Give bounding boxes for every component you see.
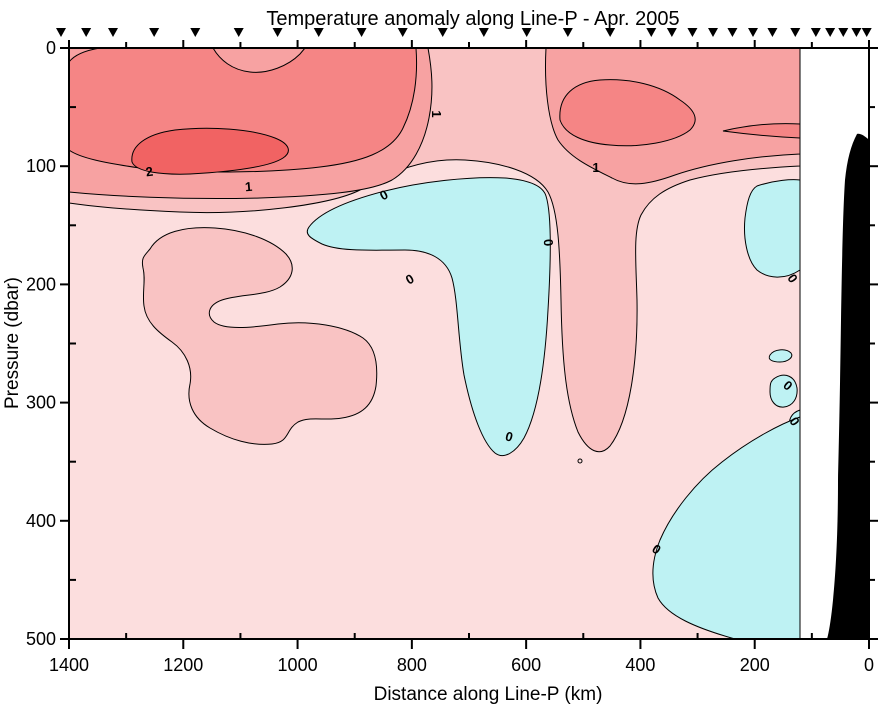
station-marker: [790, 28, 801, 37]
x-tick-label: 1000: [278, 655, 318, 675]
x-axis-tick-labels: 1400 1200 1000 800 600 400 200 0: [49, 655, 874, 675]
x-tick-label: 0: [864, 655, 874, 675]
station-marker: [108, 28, 118, 37]
station-marker: [313, 28, 324, 37]
contour-bands: [68, 47, 801, 640]
y-tick-label: 500: [26, 629, 56, 649]
y-tick-label: 400: [26, 511, 56, 531]
plot-frame: [68, 47, 870, 640]
station-marker: [521, 28, 532, 37]
band-neg-pool: [769, 374, 798, 408]
station-marker: [825, 28, 836, 37]
x-tick-label: 1400: [49, 655, 89, 675]
station-marker: [437, 28, 448, 37]
x-tick-label: 1200: [163, 655, 203, 675]
x-tick-label: 800: [397, 655, 427, 675]
station-marker: [356, 28, 367, 37]
band-neg-right: [744, 179, 801, 278]
station-marker: [708, 28, 718, 37]
station-marker: [851, 28, 862, 37]
band-neg-central: [306, 177, 551, 457]
y-tick-label: 200: [26, 274, 56, 294]
contour-label: 1: [592, 160, 599, 175]
station-marker: [748, 28, 758, 37]
contour-label: 2: [145, 164, 154, 180]
station-marker: [605, 28, 616, 37]
station-marker-triangles: [56, 28, 872, 37]
station-marker: [666, 28, 677, 37]
contour-label: 1: [429, 110, 444, 117]
station-marker: [562, 28, 573, 37]
y-axis-title: Pressure (dbar): [2, 277, 23, 409]
station-marker: [838, 28, 849, 37]
y-tick-label: 100: [26, 156, 56, 176]
station-marker: [727, 28, 738, 37]
band-0.5-to-1-middepth: [141, 227, 378, 445]
station-marker: [397, 28, 408, 37]
station-marker: [233, 28, 244, 37]
x-tick-label: 200: [740, 655, 770, 675]
band-1.5-to-2-center: [559, 79, 696, 147]
band-neg-bottom: [652, 416, 801, 640]
x-axis-title: Distance along Line-P (km): [374, 684, 603, 705]
station-marker: [646, 28, 657, 37]
x-tick-label: 600: [511, 655, 541, 675]
contour-label: 0: [541, 238, 557, 247]
contour-label: 1: [244, 179, 253, 195]
x-tick-label: 400: [625, 655, 655, 675]
station-marker: [687, 28, 698, 37]
station-marker: [81, 28, 92, 37]
band-gt-2-core: [131, 127, 289, 175]
station-marker: [272, 28, 283, 37]
chart-title: Temperature anomaly along Line-P - Apr. …: [266, 8, 679, 30]
y-axis-tick-labels: 0 100 200 300 400 500: [26, 38, 56, 649]
y-axis-ticks-right: [869, 47, 878, 640]
contour-label: 0: [504, 428, 515, 444]
station-marker: [767, 28, 778, 37]
y-tick-label: 0: [46, 38, 56, 58]
station-marker: [478, 28, 489, 37]
y-tick-label: 300: [26, 393, 56, 413]
station-marker: [810, 28, 821, 37]
band-neg-lens: [768, 349, 793, 363]
station-marker: [190, 28, 201, 37]
bathymetry-silhouette: [827, 133, 869, 639]
station-marker: [149, 28, 160, 37]
station-marker: [56, 28, 66, 37]
y-axis-ticks-left: [60, 47, 76, 640]
station-marker: [861, 28, 872, 37]
x-axis-ticks-top: [68, 40, 870, 48]
contour-speck: [577, 458, 583, 464]
